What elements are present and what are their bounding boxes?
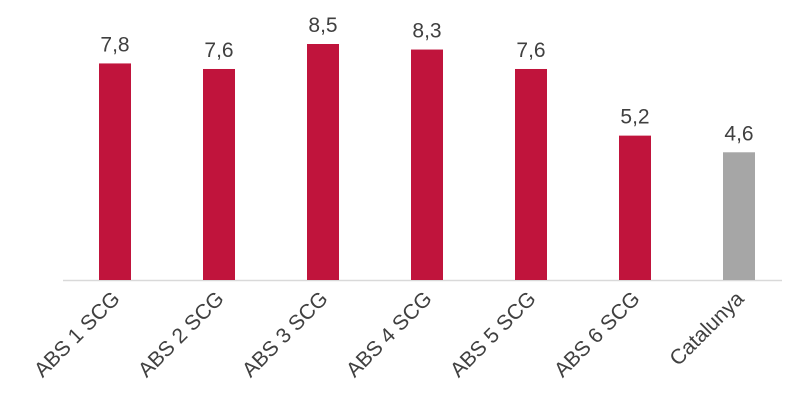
bar-abs-3-scg — [307, 44, 339, 280]
x-tick-label: ABS 1 SCG — [30, 287, 125, 382]
bar-abs-6-scg — [619, 135, 651, 280]
data-label: 8,3 — [412, 20, 441, 43]
bar-abs-1-scg — [99, 63, 131, 280]
data-label: 7,6 — [516, 39, 545, 62]
bar-catalunya — [723, 152, 755, 280]
data-label: 4,6 — [724, 122, 753, 145]
bar-abs-4-scg — [411, 49, 443, 280]
bar-abs-5-scg — [515, 68, 547, 280]
x-tick-label: ABS 4 SCG — [342, 287, 437, 382]
data-label: 7,8 — [100, 33, 129, 56]
x-tick-label: Catalunya — [665, 287, 748, 370]
data-label: 7,6 — [204, 39, 233, 62]
x-tick-label: ABS 5 SCG — [446, 287, 541, 382]
data-label: 8,5 — [308, 14, 337, 37]
data-label: 5,2 — [620, 106, 649, 129]
x-tick-label: ABS 3 SCG — [238, 287, 333, 382]
x-tick-label: ABS 6 SCG — [550, 287, 645, 382]
x-tick-label: ABS 2 SCG — [134, 287, 229, 382]
bar-abs-2-scg — [203, 68, 235, 280]
